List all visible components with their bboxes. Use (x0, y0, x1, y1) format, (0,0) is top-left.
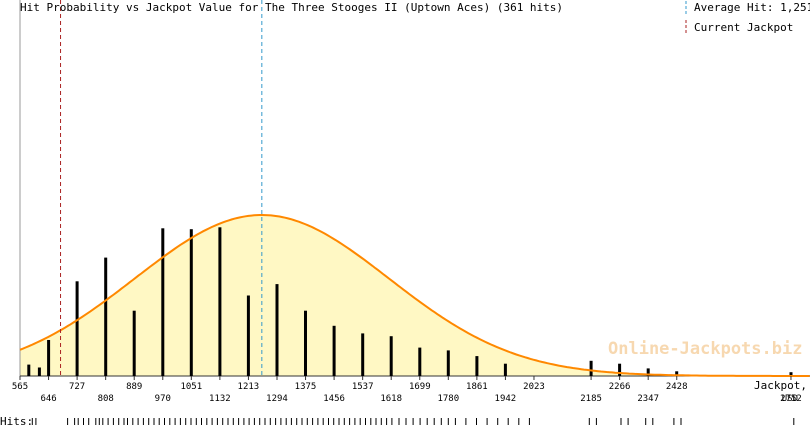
x-tick-label: 1699 (409, 382, 431, 392)
x-tick-label: 1618 (380, 394, 402, 404)
histogram-bar (189, 229, 193, 376)
histogram-bar (675, 371, 679, 376)
x-tick-label: 2185 (580, 394, 602, 404)
watermark-text: Online-Jackpots.biz (608, 339, 802, 359)
hits-label: Hits: (0, 415, 33, 425)
x-axis-unit: USD (782, 394, 798, 404)
x-tick-label: 1051 (180, 382, 202, 392)
x-tick-label: 1294 (266, 394, 288, 404)
chart-title: Hit Probability vs Jackpot Value for The… (20, 1, 563, 14)
x-tick-label: 1213 (238, 382, 260, 392)
x-tick-label: 889 (126, 382, 142, 392)
histogram-bar (475, 356, 479, 376)
histogram-bar (446, 350, 450, 376)
x-tick-label: 1537 (352, 382, 374, 392)
x-tick-label: 1375 (295, 382, 317, 392)
x-tick-label: 646 (40, 394, 56, 404)
x-tick-label: 1861 (466, 382, 488, 392)
histogram-bar (132, 310, 136, 376)
x-tick-label: 1942 (495, 394, 517, 404)
histogram-bar (304, 310, 307, 376)
histogram-bar (161, 228, 165, 376)
histogram-bar (47, 340, 51, 376)
histogram-bar (218, 227, 222, 376)
x-tick-label: 2347 (637, 394, 659, 404)
x-tick-label: 1132 (209, 394, 231, 404)
histogram-bar (389, 336, 393, 376)
x-tick-label: 565 (12, 382, 28, 392)
histogram-bar (275, 284, 279, 376)
histogram-bar (104, 257, 108, 376)
histogram-bar (789, 372, 793, 376)
histogram-bar (37, 367, 41, 376)
x-tick-label: 1456 (323, 394, 345, 404)
x-tick-label: 2023 (523, 382, 545, 392)
histogram-bar (246, 295, 250, 376)
x-tick-label: 808 (98, 394, 114, 404)
x-tick-label: 2266 (609, 382, 631, 392)
histogram-bar (27, 364, 31, 376)
histogram-bar (646, 368, 650, 376)
histogram-bar (361, 333, 365, 376)
distribution-curve (19, 214, 810, 377)
histogram-bar (618, 363, 622, 376)
x-tick-label: 2428 (666, 382, 688, 392)
x-tick-label: 2752 (780, 394, 802, 404)
histogram-bar (418, 347, 422, 376)
legend-current-label: Current Jackpot (694, 21, 793, 34)
x-tick-label: 970 (155, 394, 171, 404)
histogram-bar (589, 360, 593, 376)
legend-average-label: Average Hit: 1,251 (694, 1, 810, 14)
x-tick-label: 727 (69, 382, 85, 392)
x-axis-label: Jackpot, (754, 379, 807, 392)
histogram-bar (503, 363, 507, 376)
curve-fill (20, 215, 810, 376)
x-tick-label: 1780 (437, 394, 459, 404)
histogram-bar (332, 325, 336, 376)
histogram-bar (75, 281, 79, 376)
